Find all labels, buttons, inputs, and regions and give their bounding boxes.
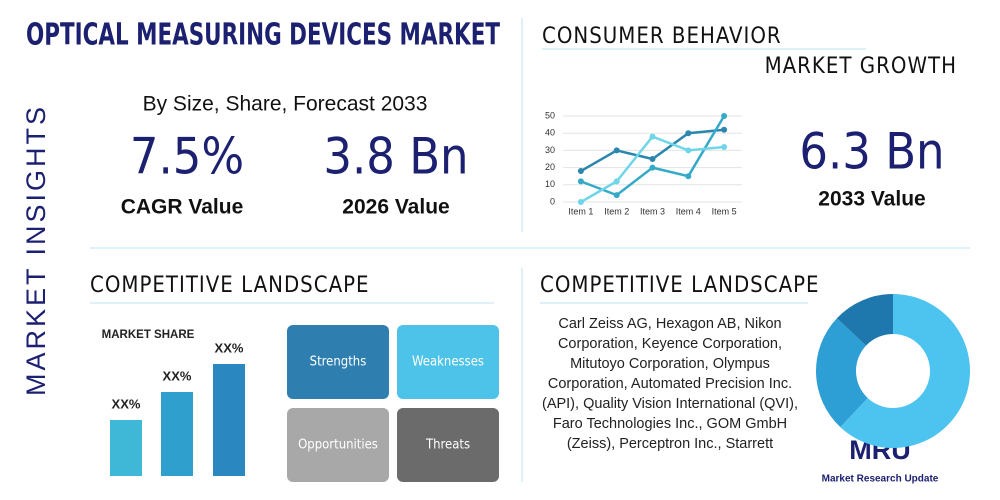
x-tick-label: Item 2 bbox=[604, 206, 629, 216]
company-list: Carl Zeiss AG, Hexagon AB, Nikon Corpora… bbox=[541, 316, 798, 452]
point bbox=[721, 113, 728, 119]
y-tick-label: 40 bbox=[545, 128, 555, 138]
y-tick-label: 0 bbox=[550, 196, 555, 206]
point bbox=[685, 147, 692, 154]
y-tick-label: 50 bbox=[545, 110, 555, 120]
stat-value: 3.8 Bn bbox=[323, 128, 468, 186]
section-subtitle: MARKET GROWTH bbox=[765, 54, 957, 79]
section-title: COMPETITIVE LANDSCAPE bbox=[90, 273, 370, 298]
y-tick-label: 30 bbox=[545, 145, 555, 155]
point bbox=[721, 126, 728, 133]
title: OPTICAL MEASURING DEVICES MARKET bbox=[26, 18, 500, 53]
point bbox=[685, 173, 692, 180]
swot-label: Opportunities bbox=[298, 438, 378, 453]
donut-segment bbox=[840, 294, 970, 449]
bar-label: XX% bbox=[163, 368, 192, 383]
swot-box bbox=[397, 408, 499, 482]
section-title: CONSUMER BEHAVIOR bbox=[542, 24, 782, 49]
x-tick-label: Item 1 bbox=[568, 206, 593, 216]
point bbox=[721, 143, 728, 150]
point bbox=[649, 156, 656, 162]
swot-label: Weaknesses bbox=[412, 355, 484, 370]
swot-label: Threats bbox=[425, 438, 470, 453]
point bbox=[577, 168, 584, 175]
side-label: MARKET INSIGHTS bbox=[21, 104, 51, 396]
swot-box bbox=[287, 408, 389, 482]
stat-label: 2026 Value bbox=[342, 196, 449, 219]
x-tick-label: Item 3 bbox=[640, 206, 665, 216]
point bbox=[649, 164, 656, 171]
point bbox=[613, 147, 620, 154]
swot-label: Strengths bbox=[310, 355, 367, 370]
section-title: COMPETITIVE LANDSCAPE bbox=[540, 273, 820, 298]
series-line bbox=[580, 115, 726, 197]
bar-label: XX% bbox=[215, 340, 244, 355]
point bbox=[613, 178, 620, 185]
y-tick-label: 20 bbox=[545, 162, 555, 172]
point bbox=[613, 192, 620, 199]
stat-label: 2033 Value bbox=[818, 188, 925, 211]
x-tick-label: Item 4 bbox=[676, 206, 701, 216]
stat-value: 6.3 Bn bbox=[799, 123, 944, 181]
point bbox=[577, 199, 584, 205]
donut-segment bbox=[816, 318, 868, 428]
bar-label: XX% bbox=[112, 396, 141, 411]
stat-value: 7.5% bbox=[130, 128, 244, 186]
logo-name: Market Research Update bbox=[822, 474, 939, 485]
y-tick-label: 10 bbox=[545, 179, 555, 189]
stat-label: CAGR Value bbox=[121, 196, 244, 219]
subtitle: By Size, Share, Forecast 2033 bbox=[143, 93, 428, 116]
point bbox=[649, 133, 656, 140]
x-tick-label: Item 5 bbox=[712, 206, 737, 216]
point bbox=[577, 178, 584, 185]
bar bbox=[161, 392, 193, 476]
donut-segment bbox=[836, 294, 893, 346]
swot-box bbox=[287, 325, 389, 399]
point bbox=[685, 130, 692, 137]
bar bbox=[213, 364, 245, 476]
swot-box bbox=[397, 325, 499, 399]
bar bbox=[110, 420, 142, 476]
chart-title: MARKET SHARE bbox=[102, 329, 195, 341]
